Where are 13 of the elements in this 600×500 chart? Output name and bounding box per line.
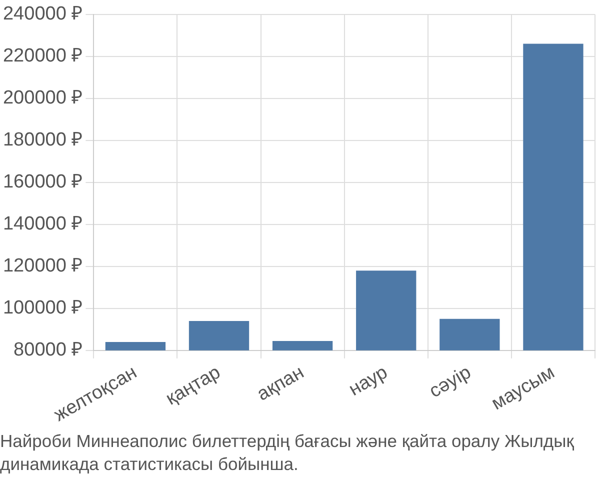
y-tick-label: 200000 ₽ xyxy=(2,88,83,109)
x-tick-label: сәуір xyxy=(426,362,475,402)
text: Найроби Миннеаполис билеттердің бағасы және қайта оралу Жылдық динамикада статистикасы бойынша. xyxy=(0,430,575,476)
y-tick-label: 240000 ₽ xyxy=(2,4,83,25)
y-tick-label: 180000 ₽ xyxy=(2,130,83,151)
y-tick-label: 160000 ₽ xyxy=(2,172,83,193)
y-tick-label: 220000 ₽ xyxy=(2,46,83,67)
y-tick-label: 120000 ₽ xyxy=(2,256,83,277)
y-tick-label: 140000 ₽ xyxy=(2,214,83,235)
x-tick-label: наур xyxy=(345,362,392,401)
y-tick-label: 80000 ₽ xyxy=(14,340,83,361)
x-tick-label: ақпан xyxy=(254,362,308,406)
y-tick-label: 100000 ₽ xyxy=(2,298,83,319)
